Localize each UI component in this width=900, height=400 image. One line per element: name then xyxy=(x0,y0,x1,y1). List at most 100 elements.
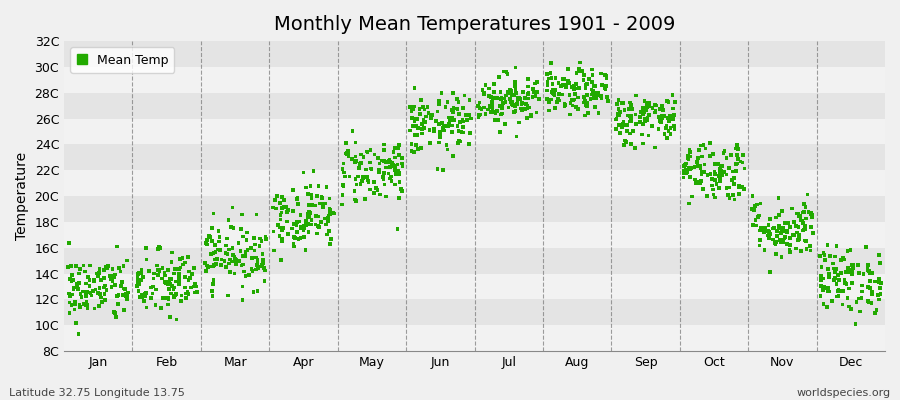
Point xyxy=(301,191,315,197)
Point xyxy=(256,265,271,271)
Point xyxy=(66,277,80,283)
Point xyxy=(822,271,836,277)
Point xyxy=(205,263,220,270)
Point xyxy=(225,204,239,211)
Point xyxy=(109,314,123,320)
Point xyxy=(620,112,634,118)
Point xyxy=(551,80,565,86)
Point xyxy=(860,284,875,291)
Point xyxy=(405,114,419,121)
Point xyxy=(205,238,220,244)
Point xyxy=(71,286,86,292)
Point xyxy=(639,107,653,113)
Point xyxy=(286,241,301,247)
Point xyxy=(131,269,146,276)
Point xyxy=(200,237,214,243)
Point xyxy=(609,100,624,107)
Point xyxy=(507,92,521,99)
Point xyxy=(557,101,572,107)
Point xyxy=(239,237,254,243)
Point xyxy=(69,320,84,326)
Point xyxy=(323,209,338,215)
Point xyxy=(586,88,600,94)
Point xyxy=(234,262,248,269)
Point xyxy=(778,228,793,234)
Point xyxy=(590,92,605,98)
Point xyxy=(302,214,317,220)
Point xyxy=(293,235,308,241)
Point xyxy=(497,95,511,102)
Point xyxy=(851,262,866,268)
Point xyxy=(374,157,389,164)
Point xyxy=(382,156,397,162)
Point xyxy=(769,241,783,248)
Point xyxy=(693,165,707,171)
Point xyxy=(641,132,655,139)
Point xyxy=(219,250,233,256)
Point xyxy=(62,310,77,316)
Point xyxy=(205,224,220,231)
Point xyxy=(219,264,233,270)
Point xyxy=(766,225,780,232)
Point xyxy=(785,206,799,212)
Point xyxy=(623,130,637,137)
Point xyxy=(372,167,386,174)
Point xyxy=(108,282,122,288)
Point xyxy=(845,271,859,277)
Point xyxy=(682,200,697,207)
Point xyxy=(791,224,806,230)
Point xyxy=(360,174,374,180)
Point xyxy=(120,296,134,302)
Point xyxy=(456,105,471,111)
Point xyxy=(433,134,447,140)
Point xyxy=(322,206,337,212)
Point xyxy=(780,241,795,247)
Point xyxy=(149,262,164,269)
Point xyxy=(490,95,504,101)
Point xyxy=(504,88,518,94)
Point xyxy=(598,85,612,91)
Point xyxy=(581,76,596,82)
Point xyxy=(613,108,627,115)
Point xyxy=(477,91,491,97)
Point xyxy=(719,184,733,191)
Point xyxy=(609,116,624,123)
Point xyxy=(783,242,797,248)
Point xyxy=(427,128,441,134)
Point xyxy=(432,121,446,127)
Point xyxy=(472,114,486,121)
Point xyxy=(697,142,711,148)
Point xyxy=(306,168,320,174)
Point xyxy=(234,226,248,232)
Point xyxy=(499,98,513,105)
Point xyxy=(612,111,626,117)
Point xyxy=(112,264,126,271)
Point xyxy=(204,288,219,294)
Point xyxy=(176,255,190,262)
Point xyxy=(416,126,430,132)
Point xyxy=(782,246,796,253)
Point xyxy=(452,138,466,144)
Point xyxy=(130,282,144,289)
Point xyxy=(435,120,449,126)
Point xyxy=(834,257,849,263)
Point xyxy=(354,181,368,188)
Point xyxy=(97,291,112,298)
Point xyxy=(666,105,680,112)
Point xyxy=(503,87,517,94)
Point xyxy=(713,176,727,182)
Point xyxy=(94,299,109,305)
Point xyxy=(348,153,363,160)
Point xyxy=(349,181,364,188)
Point xyxy=(392,171,407,177)
Point xyxy=(190,289,204,296)
Point xyxy=(684,165,698,171)
Point xyxy=(838,280,852,286)
Point xyxy=(73,291,87,297)
Point xyxy=(304,222,319,228)
Point xyxy=(817,284,832,290)
Point xyxy=(445,107,459,113)
Point xyxy=(245,255,259,262)
Point xyxy=(872,296,886,302)
Point xyxy=(72,280,86,286)
